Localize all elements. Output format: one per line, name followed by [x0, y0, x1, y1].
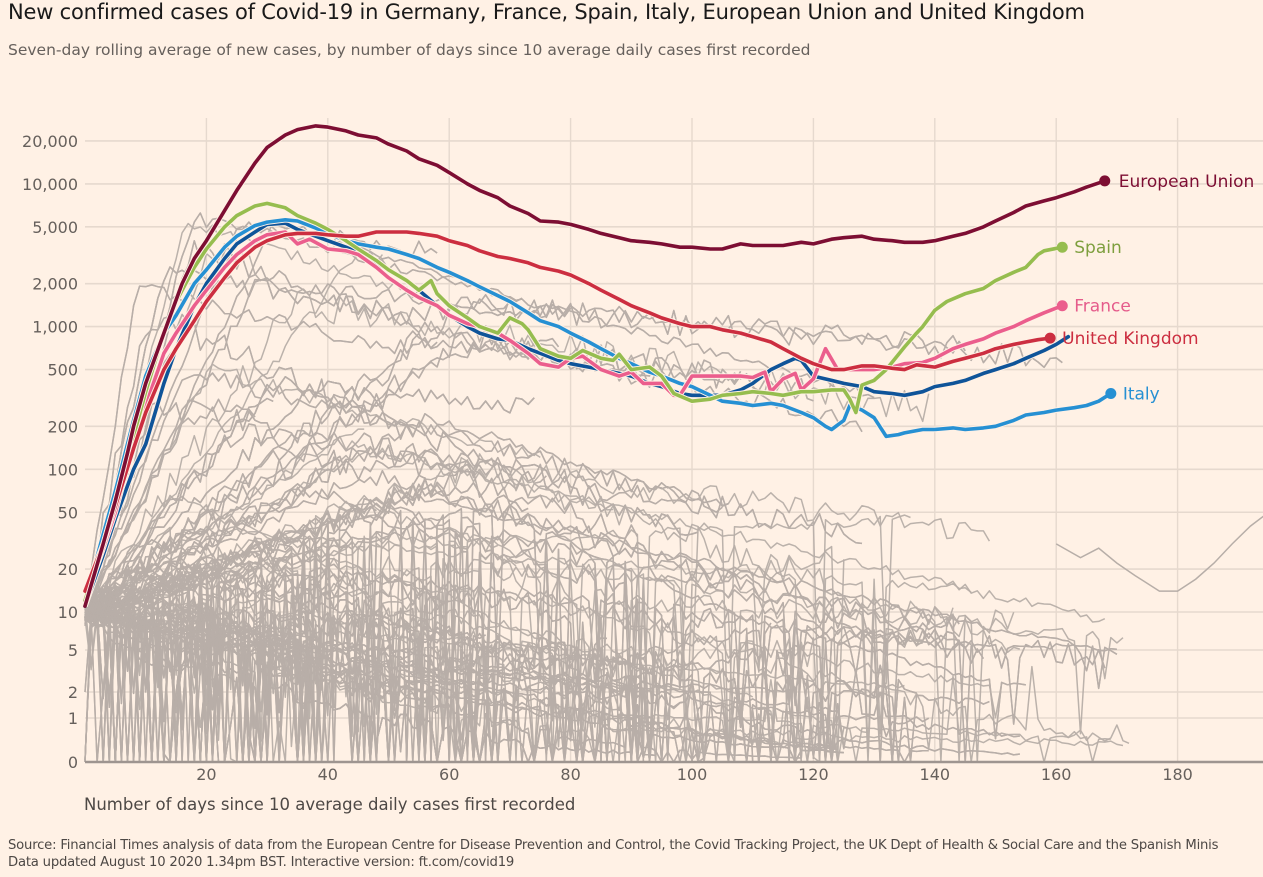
- y-tick-label: 5,000: [32, 218, 78, 237]
- x-axis-label: Number of days since 10 average daily ca…: [84, 795, 576, 814]
- background-country-line: [84, 611, 560, 763]
- france-line: [83, 230, 1065, 603]
- x-tick-label: 100: [677, 765, 708, 784]
- france-line-halo: [82, 229, 1064, 602]
- x-tick-label: 120: [798, 765, 829, 784]
- background-country-line: [84, 250, 383, 608]
- background-country-line: [84, 481, 529, 615]
- y-tick-label: 5: [68, 641, 78, 660]
- chart-subtitle: Seven-day rolling average of new cases, …: [8, 41, 811, 59]
- background-country-line: [84, 380, 535, 613]
- background-country-line: [84, 600, 917, 763]
- background-country-line: [84, 608, 960, 763]
- y-tick-label: 500: [47, 361, 78, 380]
- italy-label: Italy: [1123, 384, 1160, 404]
- y-tick-label: 100: [47, 460, 78, 479]
- germany-line: [83, 221, 1071, 608]
- source-note: Source: Financial Times analysis of data…: [8, 837, 1219, 871]
- y-tick-label: 20: [58, 560, 78, 579]
- data-updated-text: Data updated August 10 2020 1.34pm BST. …: [8, 855, 515, 870]
- background-country-line: [84, 564, 450, 732]
- y-tick-label: 10: [58, 603, 78, 622]
- european-union-line: [83, 124, 1107, 608]
- background-country-line: [84, 494, 754, 698]
- x-tick-label: 20: [196, 765, 216, 784]
- background-country-line: [84, 401, 863, 603]
- background-country-line: [84, 266, 572, 619]
- background-country-line: [84, 563, 1106, 763]
- france-end-marker: [1056, 300, 1068, 312]
- chart-title: New confirmed cases of Covid-19 in Germa…: [8, 0, 1085, 24]
- y-tick-label: 20,000: [22, 132, 78, 151]
- source-text: Source: Financial Times analysis of data…: [8, 838, 1219, 853]
- y-tick-label: 10,000: [22, 175, 78, 194]
- x-tick-label: 80: [560, 765, 580, 784]
- y-tick-label: 200: [47, 417, 78, 436]
- background-country-line: [84, 456, 341, 617]
- background-country-line: [84, 610, 930, 763]
- background-country-line: [84, 507, 1026, 763]
- background-country-line: [1055, 515, 1263, 592]
- spain-end-marker: [1056, 241, 1068, 253]
- background-country-line: [84, 555, 323, 709]
- y-axis-ticks: 20,00010,0005,0002,0001,0005002001005020…: [22, 132, 78, 772]
- spain-label: Spain: [1074, 238, 1122, 258]
- background-country-line: [84, 483, 972, 646]
- y-tick-label: 0: [68, 753, 78, 772]
- y-tick-label: 2: [68, 683, 78, 702]
- highlighted-series: [82, 123, 1113, 608]
- european-union-label: European Union: [1119, 172, 1255, 192]
- background-country-line: [84, 608, 990, 763]
- background-country-line: [84, 423, 985, 664]
- background-country-line: [84, 376, 699, 617]
- background-country-line: [84, 372, 723, 608]
- european-union-end-marker: [1099, 175, 1111, 187]
- y-tick-label: 1,000: [32, 318, 78, 337]
- x-tick-label: 40: [318, 765, 338, 784]
- united-kingdom-line: [83, 230, 1052, 593]
- background-country-line: [84, 583, 486, 763]
- y-tick-label: 2,000: [32, 275, 78, 294]
- x-tick-label: 60: [439, 765, 459, 784]
- background-country-line: [84, 608, 844, 763]
- background-country-lines: [84, 212, 1263, 763]
- united-kingdom-end-marker: [1044, 332, 1056, 344]
- italy-end-marker: [1105, 387, 1117, 399]
- background-country-line: [84, 522, 335, 763]
- background-country-line: [84, 453, 1021, 654]
- series-labels: Italy France Spain United Kingdom European U…: [1044, 172, 1255, 404]
- x-tick-label: 160: [1041, 765, 1072, 784]
- x-tick-label: 140: [920, 765, 951, 784]
- background-country-line: [84, 603, 396, 763]
- y-tick-label: 1: [68, 709, 78, 728]
- background-country-line: [84, 288, 930, 616]
- background-country-line: [84, 444, 639, 614]
- spain-line: [83, 201, 1065, 603]
- y-tick-label: 50: [58, 503, 78, 522]
- france-label: France: [1074, 297, 1131, 317]
- x-axis-ticks: 20 40 60 80 100 120 140 160 180: [196, 765, 1193, 784]
- background-country-line: [84, 445, 1106, 623]
- united-kingdom-label: United Kingdom: [1062, 329, 1198, 349]
- background-country-line: [84, 456, 991, 611]
- background-country-line: [84, 543, 972, 763]
- x-tick-label: 180: [1162, 765, 1193, 784]
- background-country-line: [84, 489, 1117, 652]
